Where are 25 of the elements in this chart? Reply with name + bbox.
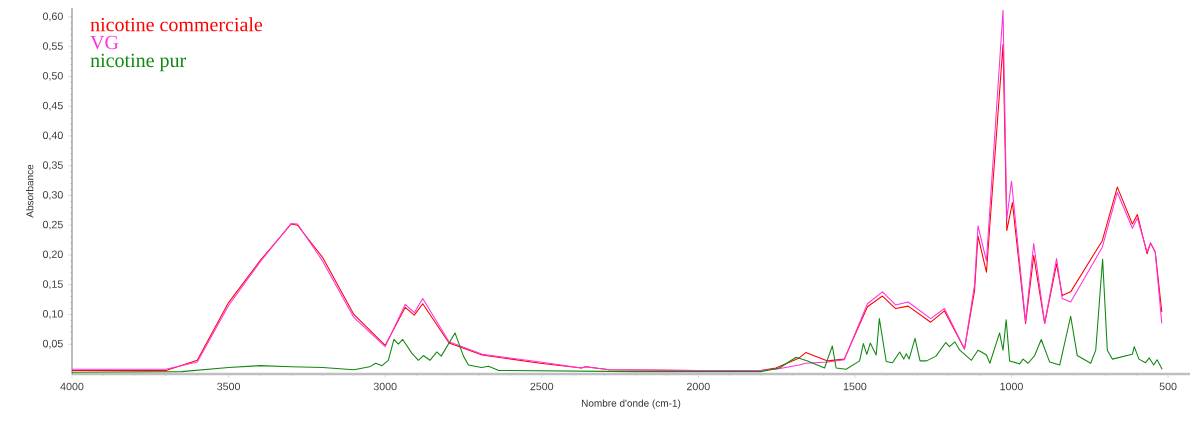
text: nicotine pur — [90, 53, 187, 72]
x-tick-label: 4000 — [60, 382, 84, 391]
x-axis-title: Nombre d'onde (cm-1) — [581, 399, 681, 409]
y-axis-title: Absorbance — [26, 164, 34, 218]
y-tick-label: 0,55 — [42, 42, 63, 52]
y-tick-label: 0,35 — [42, 161, 63, 171]
text: VG — [90, 35, 119, 50]
y-tick-label: 0,30 — [42, 191, 63, 200]
x-tick-label: 2500 — [530, 382, 554, 391]
y-tick-label: 0,50 — [42, 72, 63, 81]
text: nicotine commerciale — [90, 17, 263, 32]
x-tick-label: 1500 — [843, 382, 867, 391]
y-tick-label: 0,05 — [42, 339, 63, 349]
x-tick-label: 1000 — [1000, 382, 1023, 391]
y-tick-label: 0,40 — [42, 131, 63, 141]
x-tick-label: 500 — [1159, 382, 1177, 391]
y-tick-label: 0,45 — [42, 101, 63, 111]
y-tick-label: 0,60 — [42, 12, 63, 22]
x-tick-label: 2000 — [687, 382, 710, 391]
x-tick-label: 3500 — [217, 382, 241, 391]
y-tick-label: 0,20 — [42, 250, 63, 260]
y-tick-label: 0,10 — [42, 310, 63, 319]
x-tick-label: 3000 — [373, 382, 397, 391]
y-tick-label: 0,25 — [42, 220, 63, 230]
y-tick-label: 0,15 — [42, 280, 63, 290]
